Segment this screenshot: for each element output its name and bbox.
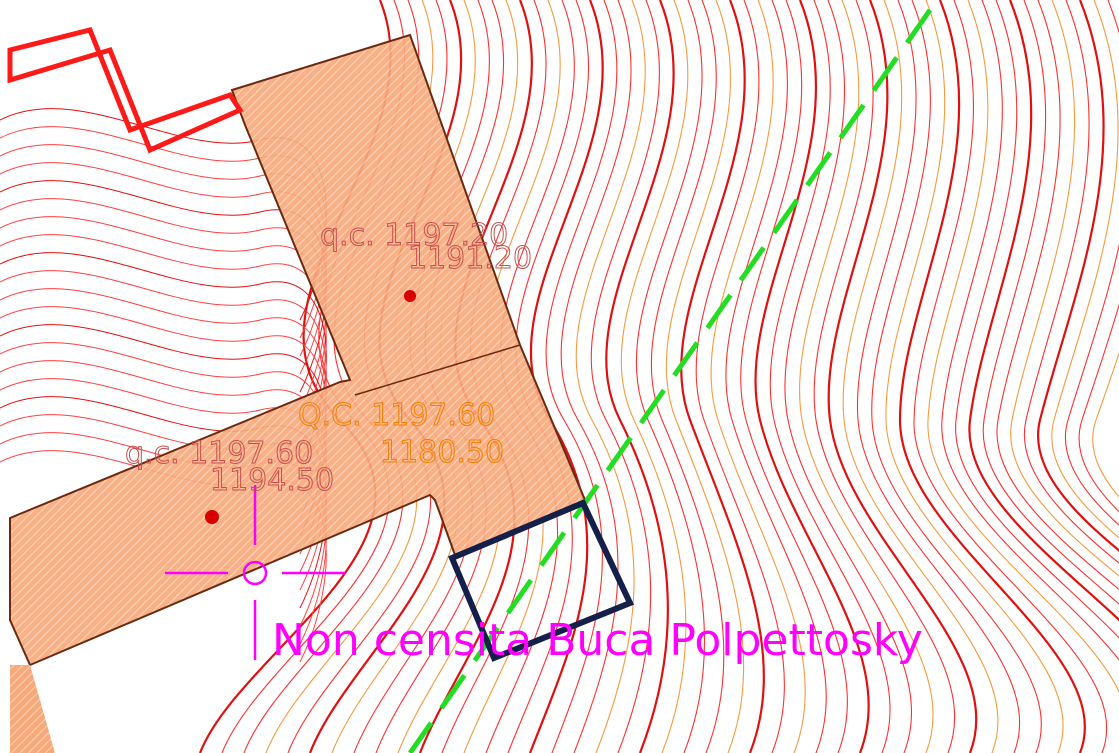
contour xyxy=(1010,0,1119,577)
contour xyxy=(725,0,827,753)
contour xyxy=(710,0,806,753)
contour xyxy=(898,0,1086,753)
contour xyxy=(620,0,689,753)
label: q.c. 1197.20 xyxy=(320,218,508,253)
contour xyxy=(695,0,785,753)
parcel xyxy=(9,33,587,667)
contour xyxy=(0,234,327,447)
contour xyxy=(754,0,870,753)
contour xyxy=(769,0,891,753)
contour xyxy=(740,0,848,753)
contour xyxy=(842,0,999,753)
contour xyxy=(885,0,1064,753)
contour xyxy=(0,252,327,465)
point xyxy=(205,510,219,524)
point xyxy=(404,290,416,302)
contour xyxy=(982,0,1119,605)
contour xyxy=(0,198,327,411)
contour xyxy=(813,0,955,753)
selection-box xyxy=(448,499,635,662)
contour xyxy=(1092,352,1119,498)
dashed-line xyxy=(407,8,933,753)
crosshair xyxy=(165,485,345,660)
contour xyxy=(856,0,1021,753)
contour xyxy=(996,0,1119,591)
label: 1191.20 xyxy=(408,241,532,276)
label: 1180.50 xyxy=(380,435,504,470)
contour xyxy=(1036,0,1119,552)
contour xyxy=(545,0,618,753)
label: q.c. 1197.60 xyxy=(125,436,313,471)
contour xyxy=(1064,0,1119,526)
contour xyxy=(871,0,1042,753)
boundary xyxy=(7,27,244,154)
contour xyxy=(665,0,745,753)
contour xyxy=(913,0,1108,753)
contour xyxy=(590,0,660,753)
contour xyxy=(575,0,646,753)
contour xyxy=(635,0,706,753)
contour xyxy=(968,0,1119,622)
contour xyxy=(560,0,632,753)
contour xyxy=(605,0,675,753)
parcel-border xyxy=(354,344,521,396)
contour xyxy=(827,0,978,753)
parcel-strip xyxy=(10,665,55,753)
label: 1194.50 xyxy=(210,463,334,498)
contour xyxy=(799,0,934,753)
contour xyxy=(1078,303,1119,513)
contour xyxy=(1051,0,1119,539)
contour xyxy=(955,0,1119,639)
contour xyxy=(941,0,1119,661)
contour xyxy=(927,0,1119,694)
site-label: Non censita Buca Polpettosky xyxy=(272,615,923,666)
contour xyxy=(784,0,912,753)
contour xyxy=(680,0,765,753)
contour xyxy=(0,216,327,429)
label: Q.C. 1197.60 xyxy=(298,398,495,433)
contour xyxy=(1023,0,1119,564)
